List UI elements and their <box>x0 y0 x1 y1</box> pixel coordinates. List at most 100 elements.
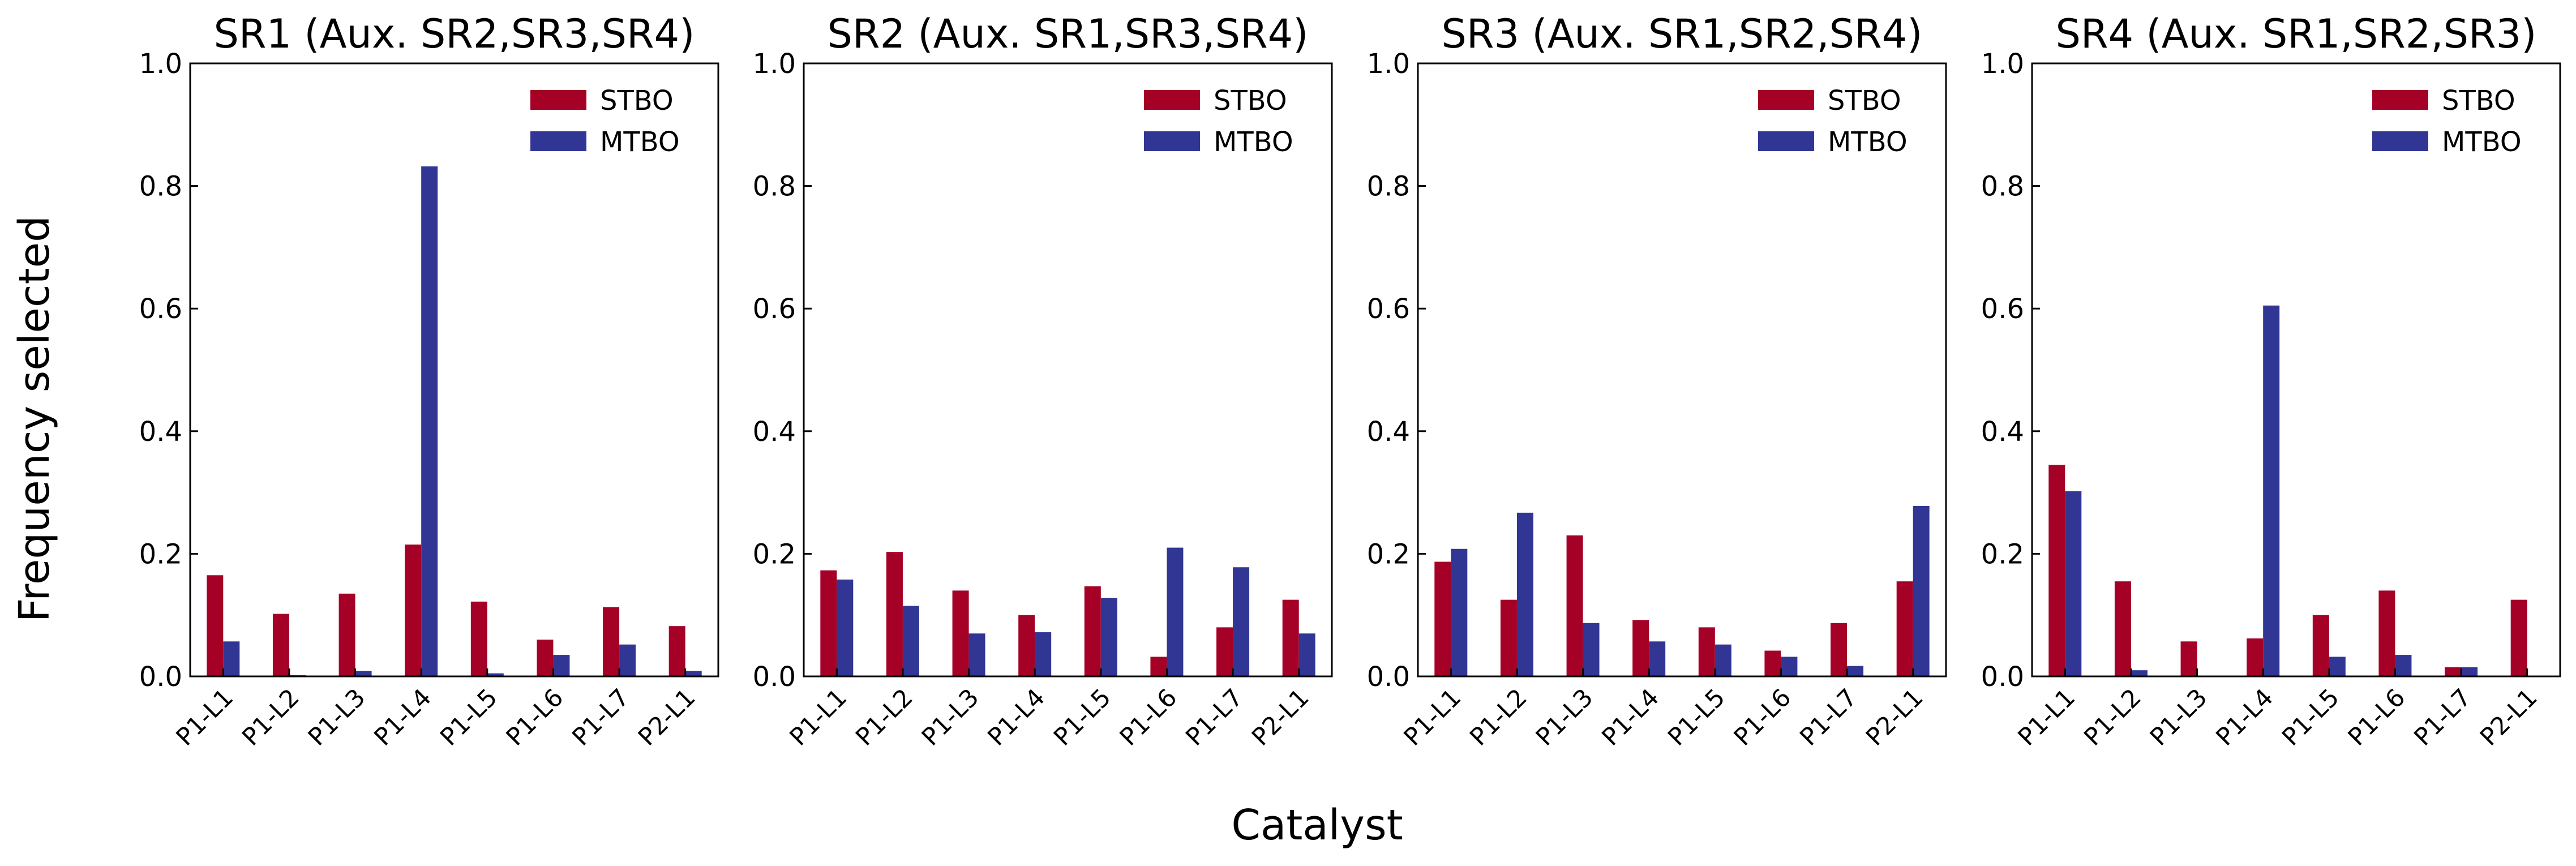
stbo-bar <box>820 570 837 676</box>
x-tick-label: P1-L4 <box>369 683 437 751</box>
mtbo-bar <box>1035 632 1052 676</box>
y-axis-title: Frequency selected <box>10 216 59 622</box>
plot-frame <box>803 62 1333 678</box>
chart-panel: SR1 (Aux. SR2,SR3,SR4) 0.0 0.2 0.4 0.6 0.8 1.0… <box>139 11 719 752</box>
x-tick-label: P1-L1 <box>785 683 852 751</box>
y-tick-label: 1.0 <box>753 48 796 80</box>
panel-title: SR1 (Aux. SR2,SR3,SR4) <box>214 11 695 57</box>
stbo-bar <box>668 626 685 676</box>
mtbo-bar <box>1298 633 1315 676</box>
stbo-bar <box>272 614 289 676</box>
x-tick-label: P1-L6 <box>501 683 569 751</box>
mtbo-bar <box>1913 505 1930 676</box>
stbo-bar <box>207 575 224 676</box>
panel-title: SR4 (Aux. SR1,SR2,SR3) <box>2056 11 2537 57</box>
stbo-bar <box>1831 623 1848 676</box>
y-tick-label: 0.6 <box>753 293 796 325</box>
y-tick-label: 1.0 <box>139 48 182 80</box>
x-tick-label: P1-L4 <box>983 683 1051 751</box>
legend-label: STBO <box>2442 85 2515 117</box>
mtbo-bar <box>1715 644 1731 676</box>
mtbo-bar <box>2395 655 2412 676</box>
legend-swatch <box>2372 131 2428 151</box>
stbo-bar <box>2114 581 2131 676</box>
chart-panel: SR4 (Aux. SR1,SR2,SR3) 0.0 0.2 0.4 0.6 0.8 1.0… <box>1981 11 2561 752</box>
stbo-bar <box>2510 599 2527 676</box>
y-tick-label: 1.0 <box>1981 48 2024 80</box>
legend-swatch <box>1758 90 1814 110</box>
mtbo-bar <box>2131 670 2148 676</box>
stbo-bar <box>1500 599 1517 676</box>
x-tick-label: P1-L2 <box>237 683 305 751</box>
legend-label: MTBO <box>600 126 680 158</box>
stbo-bar <box>405 545 422 676</box>
y-tick-label: 0.2 <box>1367 538 1410 570</box>
x-tick-label: P1-L6 <box>1115 683 1182 751</box>
legend-label: MTBO <box>1214 126 1293 158</box>
x-tick-label: P1-L3 <box>2145 683 2213 751</box>
x-tick-label: P2-L1 <box>2475 683 2543 751</box>
x-tick-label: P1-L3 <box>303 683 371 751</box>
y-tick-label: 0.8 <box>1367 171 1410 203</box>
y-tick-label: 0.4 <box>1981 416 2024 448</box>
mtbo-bar <box>1233 567 1250 676</box>
chart-panels: SR1 (Aux. SR2,SR3,SR4) 0.0 0.2 0.4 0.6 0.8 1.0… <box>139 11 2561 752</box>
stbo-bar <box>1896 581 1913 676</box>
x-tick-label: P1-L5 <box>1662 683 1730 751</box>
x-tick-label: P1-L1 <box>2013 683 2081 751</box>
plot-frame <box>1417 62 1947 678</box>
mtbo-bar <box>1847 666 1864 676</box>
y-tick-label: 0.2 <box>139 538 182 570</box>
y-tick-label: 0.0 <box>1367 661 1410 693</box>
x-tick-label: P1-L7 <box>567 683 635 751</box>
x-tick-label: P1-L4 <box>1597 683 1665 751</box>
legend-label: STBO <box>600 85 674 117</box>
x-tick-label: P1-L7 <box>2409 683 2477 751</box>
stbo-bar <box>2048 465 2065 676</box>
mtbo-bar <box>1649 641 1666 676</box>
stbo-bar <box>1282 599 1299 676</box>
x-tick-label: P2-L1 <box>1861 683 1928 751</box>
y-tick-label: 0.6 <box>1981 293 2024 325</box>
stbo-bar <box>2312 615 2329 676</box>
y-tick-label: 0.0 <box>753 661 796 693</box>
x-tick-label: P1-L6 <box>1729 683 1797 751</box>
panel-title: SR3 (Aux. SR1,SR2,SR4) <box>1442 11 1923 57</box>
y-tick-label: 0.0 <box>139 661 182 693</box>
x-tick-label: P1-L7 <box>1795 683 1863 751</box>
stbo-bar <box>1434 561 1451 676</box>
mtbo-bar <box>619 644 636 676</box>
legend-swatch <box>530 90 586 110</box>
mtbo-bar <box>421 166 438 677</box>
stbo-bar <box>2378 590 2395 676</box>
mtbo-bar <box>968 633 985 676</box>
y-tick-label: 0.6 <box>139 293 182 325</box>
plot-frame <box>189 62 719 678</box>
mtbo-bar <box>1583 623 1600 676</box>
legend-swatch <box>2372 90 2428 110</box>
stbo-bar <box>2247 638 2264 676</box>
mtbo-bar <box>2329 657 2346 676</box>
mtbo-bar <box>2263 305 2280 676</box>
stbo-bar <box>1566 535 1583 676</box>
legend-label: MTBO <box>2442 126 2522 158</box>
chart-panel: SR3 (Aux. SR1,SR2,SR4) 0.0 0.2 0.4 0.6 0.8 1.0… <box>1367 11 1947 752</box>
x-tick-label: P1-L5 <box>2277 683 2344 751</box>
stbo-bar <box>470 601 487 676</box>
mtbo-bar <box>685 671 702 676</box>
stbo-bar <box>1018 615 1035 676</box>
y-tick-label: 0.8 <box>753 171 796 203</box>
legend-label: STBO <box>1828 85 1901 117</box>
mtbo-bar <box>223 641 240 676</box>
stbo-bar <box>338 593 355 676</box>
x-axis-title: Catalyst <box>1231 801 1403 850</box>
y-tick-label: 1.0 <box>1367 48 1410 80</box>
mtbo-bar <box>553 655 570 676</box>
x-tick-label: P1-L2 <box>2078 683 2146 751</box>
mtbo-bar <box>1516 512 1533 676</box>
y-tick-label: 0.2 <box>1981 538 2024 570</box>
y-tick-label: 0.8 <box>1981 171 2024 203</box>
stbo-bar <box>1632 620 1649 676</box>
stbo-bar <box>603 607 620 676</box>
